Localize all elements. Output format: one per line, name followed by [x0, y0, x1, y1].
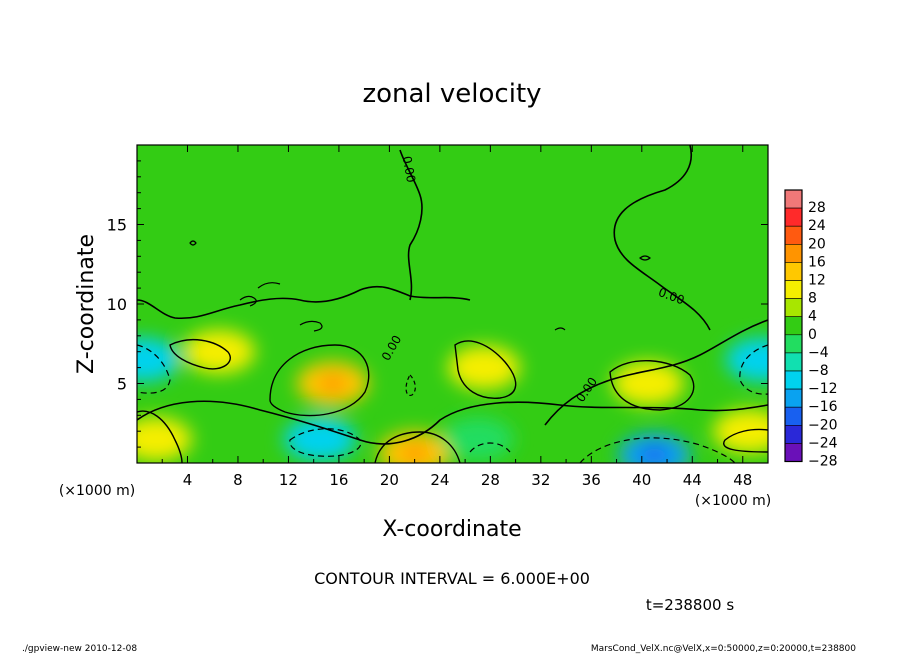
x-tick-label: 16 — [329, 471, 348, 489]
colorbar-label: −28 — [808, 454, 838, 470]
x-tick-label: 44 — [683, 471, 702, 489]
x-tick-label: 4 — [183, 471, 193, 489]
colorbar-label: 20 — [808, 236, 826, 252]
x-axis-label: X-coordinate — [382, 517, 521, 542]
colorbar-label: −12 — [808, 381, 838, 397]
y-axis: 5 10 15 — [107, 160, 768, 448]
colorbar-label: −16 — [808, 399, 838, 415]
colorbar-cell — [784, 443, 803, 462]
colorbar-frame — [784, 189, 803, 463]
field-feature — [183, 329, 256, 374]
field-feature — [713, 409, 768, 454]
time-label: t=238800 s — [646, 596, 734, 614]
colorbar-label: −4 — [808, 345, 829, 361]
colorbar-cell — [784, 334, 803, 354]
colorbar-label: 0 — [808, 327, 817, 343]
x-axis: 4 8 12 16 20 24 28 32 36 40 44 48 — [161, 145, 752, 489]
velocity-field — [137, 329, 768, 463]
field-feature — [448, 345, 521, 390]
colorbar-label: 4 — [808, 309, 817, 325]
colorbar-cell — [784, 280, 803, 299]
contour-interval: CONTOUR INTERVAL = 6.000E+00 — [314, 569, 590, 588]
colorbar-label: −8 — [808, 363, 829, 379]
footer-left: ./gpview-new 2010-12-08 — [22, 644, 137, 654]
field-feature — [283, 417, 356, 462]
field-feature — [725, 337, 768, 382]
x-tick-label: 12 — [279, 471, 298, 489]
colorbar-cell — [784, 352, 803, 372]
field-feature — [441, 417, 514, 462]
colorbar-cell — [784, 298, 803, 318]
x-unit-label-left: (×1000 m) — [59, 483, 135, 499]
contour-lines — [137, 145, 768, 463]
colorbar-cell — [784, 370, 803, 390]
footer-right: MarsCond_VelX.nc@VelX,x=0:50000,z=0:2000… — [591, 644, 856, 654]
colorbar-label: 16 — [808, 254, 826, 270]
x-tick-label: 32 — [531, 471, 550, 489]
colorbar-cell — [784, 207, 803, 227]
field-core — [318, 374, 347, 393]
colorbar-cell — [784, 244, 803, 263]
plot-area: 0.000.000.000.00 4 8 12 16 20 24 28 32 36 40 44 48 … — [107, 144, 769, 489]
colorbar-label: 28 — [808, 200, 826, 216]
x-tick-label: 36 — [582, 471, 601, 489]
colorbar-label: −20 — [808, 417, 838, 433]
colorbar-label: 8 — [808, 291, 817, 307]
y-tick-label: 5 — [117, 375, 127, 394]
contour-label: 0.00 — [400, 155, 418, 184]
x-tick-label: 20 — [380, 471, 399, 489]
colorbar-cell — [784, 406, 803, 426]
y-tick-label: 10 — [107, 295, 127, 314]
colorbar-cell — [784, 189, 803, 209]
colorbar-cell — [784, 388, 803, 408]
x-unit-label-right: (×1000 m) — [695, 493, 771, 509]
colorbar: 28 24 20 16 12 8 4 0 −4 −8 −12 −16 −20 −24 −28 — [784, 189, 838, 470]
colorbar-label: −24 — [808, 435, 838, 451]
colorbar-cell — [784, 316, 803, 336]
x-tick-label: 28 — [481, 471, 500, 489]
field-core — [400, 444, 429, 463]
colorbar-cell — [784, 225, 803, 245]
colorbar-cell — [784, 424, 803, 444]
field-core — [640, 446, 669, 463]
colorbar-label: 12 — [808, 273, 826, 289]
y-axis-label: Z-coordinate — [74, 234, 99, 374]
chart-title: zonal velocity — [362, 79, 541, 109]
field-feature — [137, 417, 192, 462]
x-tick-label: 40 — [632, 471, 651, 489]
x-tick-label: 24 — [430, 471, 449, 489]
colorbar-label: 24 — [808, 218, 826, 234]
field-feature — [612, 361, 685, 406]
x-tick-label: 48 — [733, 471, 752, 489]
x-tick-label: 8 — [233, 471, 243, 489]
colorbar-cell — [784, 262, 803, 281]
y-tick-label: 15 — [107, 216, 127, 235]
